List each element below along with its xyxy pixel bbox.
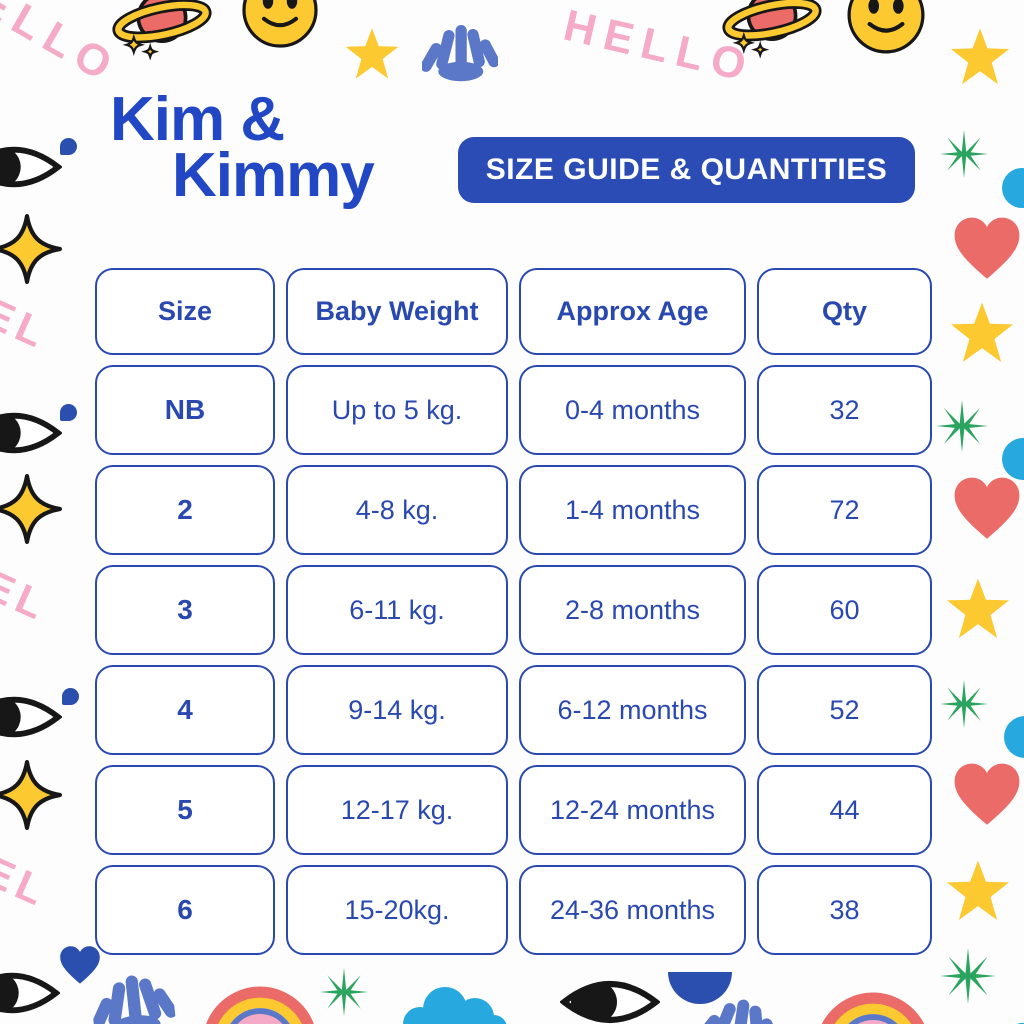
table-cell: 1-4 months (519, 465, 746, 555)
size-guide-table: Size Baby Weight Approx Age Qty NB Up to 5 kg… (95, 268, 932, 955)
eye-icon (0, 686, 62, 748)
hello-text: HELLO (0, 0, 128, 95)
asterisk-icon (940, 948, 996, 1004)
dot-icon (60, 138, 77, 155)
hand-icon (693, 993, 785, 1024)
hello-text: HELLO (559, 0, 760, 93)
circle-icon (1002, 168, 1024, 208)
table-cell: 3 (95, 565, 275, 655)
header-cell: Baby Weight (286, 268, 508, 355)
cloud-icon (403, 987, 507, 1024)
star-icon (950, 302, 1014, 363)
table-cell: 44 (757, 765, 932, 855)
rainbow-icon (815, 992, 931, 1024)
table-cell: 2-8 months (519, 565, 746, 655)
brand-logo-line2: Kimmy (172, 141, 375, 210)
eye-icon (0, 136, 62, 198)
eye-icon (0, 962, 60, 1024)
dot-icon (60, 404, 77, 421)
table-cell: NB (95, 365, 275, 455)
header-cell: Qty (757, 268, 932, 355)
smiley-face-icon (242, 0, 318, 48)
sparkle-icon (0, 214, 62, 284)
table-cell: 38 (757, 865, 932, 955)
size-guide-badge: SIZE GUIDE & QUANTITIES (458, 137, 915, 203)
header-cell: Approx Age (519, 268, 746, 355)
half-circle-icon (668, 972, 732, 1004)
table-cell: 12-24 months (519, 765, 746, 855)
saturn-planet-icon (722, 0, 822, 58)
table-cell: 4 (95, 665, 275, 755)
table-cell: 32 (757, 365, 932, 455)
heart-icon (954, 477, 1020, 539)
sparkle-icon (0, 474, 62, 544)
table-cell: 0-4 months (519, 365, 746, 455)
brand-logo-line1: Kim & (110, 85, 285, 154)
circle-icon (1004, 716, 1024, 758)
asterisk-icon (940, 680, 988, 728)
table-cell: 6-12 months (519, 665, 746, 755)
table-cell: 5 (95, 765, 275, 855)
eye-icon (560, 970, 660, 1024)
cloud-icon (1006, 1004, 1024, 1024)
star-icon (946, 578, 1010, 639)
table-cell: Up to 5 kg. (286, 365, 508, 455)
table-cell: 6-11 kg. (286, 565, 508, 655)
table-cell: 12-17 kg. (286, 765, 508, 855)
table-cell: 72 (757, 465, 932, 555)
table-cell: 24-36 months (519, 865, 746, 955)
heart-icon (954, 217, 1020, 279)
header-cell: Size (95, 268, 275, 355)
el-text: EL (0, 846, 57, 917)
asterisk-icon (940, 130, 988, 178)
asterisk-icon (320, 968, 368, 1016)
table-cell: 60 (757, 565, 932, 655)
rainbow-icon (202, 986, 318, 1024)
eye-icon (0, 402, 62, 464)
table-cell: 2 (95, 465, 275, 555)
table-cell: 4-8 kg. (286, 465, 508, 555)
heart-icon (954, 763, 1020, 825)
table-cell: 6 (95, 865, 275, 955)
asterisk-icon (936, 400, 988, 452)
table-cell: 15-20kg. (286, 865, 508, 955)
saturn-planet-icon (112, 0, 212, 60)
hand-icon (422, 25, 498, 82)
el-text: EL (0, 288, 57, 359)
smiley-face-icon (845, 0, 927, 56)
dot-icon (62, 688, 79, 705)
star-icon (345, 28, 399, 79)
table-cell: 52 (757, 665, 932, 755)
el-text: EL (0, 560, 57, 631)
brand-logo: Kim & Kimmy (110, 85, 375, 210)
hand-icon (88, 970, 178, 1024)
circle-icon (1002, 438, 1024, 480)
star-icon (946, 860, 1010, 921)
sparkle-icon (0, 760, 62, 830)
table-cell: 9-14 kg. (286, 665, 508, 755)
star-icon (950, 28, 1010, 85)
